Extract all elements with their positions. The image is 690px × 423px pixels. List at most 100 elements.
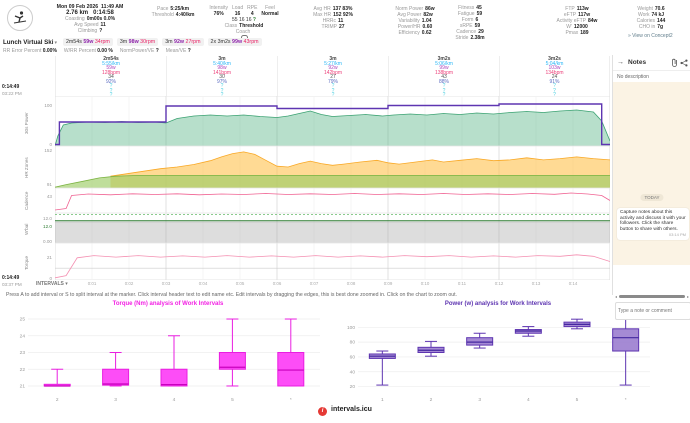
attachment-paperclip-icon[interactable] — [670, 58, 679, 67]
boxplot-y-tick: 25 — [20, 317, 26, 323]
scrollbar-thumb[interactable] — [619, 295, 685, 298]
view-on-concept2-link[interactable]: » View on Concept2 — [628, 33, 673, 39]
interval-stat: 99w — [439, 65, 449, 71]
stat-value: 113w — [576, 6, 589, 12]
interval-stat: 92w — [328, 65, 338, 71]
interval-chip[interactable]: 3m 98w 30rpm — [116, 38, 159, 46]
stat-label: sRPE — [459, 23, 473, 29]
boxplot-y-tick: 20 — [350, 384, 356, 390]
footer-brand: i intervals.icu — [0, 406, 690, 416]
stat-label: HRRc — [322, 18, 337, 24]
interval-chip[interactable]: 2m54s 59w 34rpm — [62, 38, 113, 46]
chart-start-time: 0:14:49 03:22 PM — [2, 84, 22, 96]
notes-header: → Notes — [613, 55, 690, 71]
stat-value: 70.6 — [654, 6, 665, 12]
boxplot-box — [417, 340, 445, 357]
interval-stat: 141bpm — [212, 69, 232, 76]
chip-token: 43rpm — [242, 39, 259, 45]
stat-label: Avg Speed — [74, 22, 99, 28]
interval-stat: 3m — [218, 56, 226, 62]
activity-streams-svg — [54, 95, 611, 281]
interval-stat-unknown: ? — [553, 92, 556, 98]
x-axis-tick: 0:14 — [568, 281, 578, 286]
intervals-menu-dropdown[interactable]: INTERVALS ▾ — [36, 281, 68, 287]
interval-stat: 43 — [441, 74, 447, 80]
interval-header[interactable]: 3m 5:40/km 98w 141bpm 30 97%??? — [166, 56, 277, 98]
effort-sub-green: ? — [252, 17, 256, 23]
panel-name-label: Cadence — [24, 191, 29, 211]
stat-label: Norm Power — [395, 6, 424, 12]
stat-value: Normal — [261, 11, 279, 17]
stat-row: FTP 113w — [548, 6, 606, 12]
interval-stat: 34 — [108, 74, 114, 80]
metric-pair: Mean/VE ? — [165, 48, 191, 54]
chip-token: 27rpm — [184, 39, 201, 45]
chip-token: 99w — [230, 39, 243, 45]
notes-panel: → Notes No description TODAY Capture not… — [612, 55, 690, 320]
interval-stat: 3m2s — [548, 56, 561, 62]
boxplot-x-label: * — [625, 397, 627, 403]
stat-label: eFTP — [563, 12, 577, 18]
stat-row: Climbing? — [40, 28, 140, 34]
stat-label: Weight — [637, 6, 653, 12]
power-column: Norm Power 86w Avg Power 82w Variability 1.04… — [385, 6, 445, 36]
stat-row: Variability 1.04 — [385, 18, 445, 24]
interval-stat: 27 — [330, 74, 336, 80]
boxplot-y-tick: 24 — [20, 333, 26, 339]
stat-row: Avg HR 137 83% — [302, 6, 364, 12]
note-comment-input[interactable] — [615, 302, 690, 320]
stat-label: Form — [461, 17, 474, 23]
scroll-right-arrow-icon[interactable]: ▸ — [686, 294, 689, 299]
interval-header[interactable]: 3m2s 5:04/km 103w 134bpm 24 91%??? — [499, 56, 610, 98]
interval-chip[interactable]: 3m 92w 27rpm — [162, 38, 204, 46]
stat-value: 7g — [657, 24, 664, 30]
interval-stat-unknown: ? — [442, 83, 446, 89]
stat-value: 2.38m — [470, 35, 485, 41]
scroll-left-arrow-icon[interactable]: ◂ — [615, 294, 618, 299]
metric-value: 0.00% — [42, 48, 57, 54]
chat-horizontal-scrollbar[interactable]: ◂ ▸ — [615, 294, 689, 299]
ftp-column: FTP 113w eFTP 117w Activity eFTP 84w W' 12000 Pm… — [548, 6, 606, 36]
x-axis-tick: 0:06 — [272, 281, 282, 286]
athlete-avatar[interactable] — [7, 5, 33, 31]
stat-row: Cadence 29 — [442, 29, 498, 35]
x-axis-tick: 0:12 — [494, 281, 504, 286]
boxplot-box — [612, 317, 640, 386]
stat-value: 59 — [476, 11, 483, 17]
x-axis-tick: 0:09 — [383, 281, 393, 286]
stat-label: Cadence — [456, 29, 477, 35]
boxplot-y-tick: 60 — [350, 355, 356, 361]
interval-header[interactable]: 3m2s 5:06/km 99w 138bpm 43 88%??? — [388, 56, 499, 98]
boxplot-x-label: 2 — [56, 397, 59, 403]
stat-value: 59 — [474, 23, 481, 29]
effort-grid: Intensity Load RPE Feel 76% 16 4 Normal — [209, 5, 279, 17]
interval-stat-unknown: ? — [109, 83, 113, 89]
collapse-panel-arrow-icon[interactable]: → — [617, 59, 624, 66]
activity-streams-chart[interactable] — [54, 95, 611, 281]
stat-value: 29 — [478, 29, 484, 35]
chart-x-axis: 0:01 0:02 0:03 0:04 0:05 0:06 0:07 0:08 0:09 0:10… — [55, 281, 610, 288]
activity-duration: 0:14:58 — [93, 10, 114, 16]
metric-pair: RR Error Percent 0.00% — [3, 48, 57, 54]
share-icon[interactable] — [679, 58, 688, 67]
stat-label: FTP — [565, 6, 575, 12]
x-axis-tick: 0:10 — [420, 281, 430, 286]
power-boxplot: 20 40 60 80 100 1 2 3 4 5 * — [338, 309, 658, 410]
activity-start-time: 11:49 AM — [101, 4, 124, 10]
y-axis-tick: 100 — [44, 103, 52, 108]
interval-stat: 79% — [327, 78, 338, 85]
stat-row: Fatigue 59 — [442, 11, 498, 17]
interval-chip[interactable]: 2x 3m2s 99w 43rpm — [207, 38, 262, 46]
activity-type-dropdown[interactable]: Lunch Virtual Ski▾ — [3, 38, 57, 46]
today-badge: TODAY — [640, 194, 664, 201]
stat-label: Fatigue — [457, 11, 475, 17]
stat-row: Fitness 45 — [442, 5, 498, 11]
interval-stat: 128bpm — [101, 69, 121, 76]
boxplot-x-label: * — [290, 397, 292, 403]
panel-name-label: HR Zones — [24, 157, 29, 179]
y-axis-tick: 21 — [46, 255, 52, 261]
interval-header[interactable]: 3m 5:27/km 92w 142bpm 27 79%??? — [277, 56, 388, 98]
interval-header[interactable]: 2m54s 5:55/km 59w 128bpm 34 92%??? — [55, 56, 166, 98]
y-axis-tick: 0.00 — [43, 238, 52, 244]
